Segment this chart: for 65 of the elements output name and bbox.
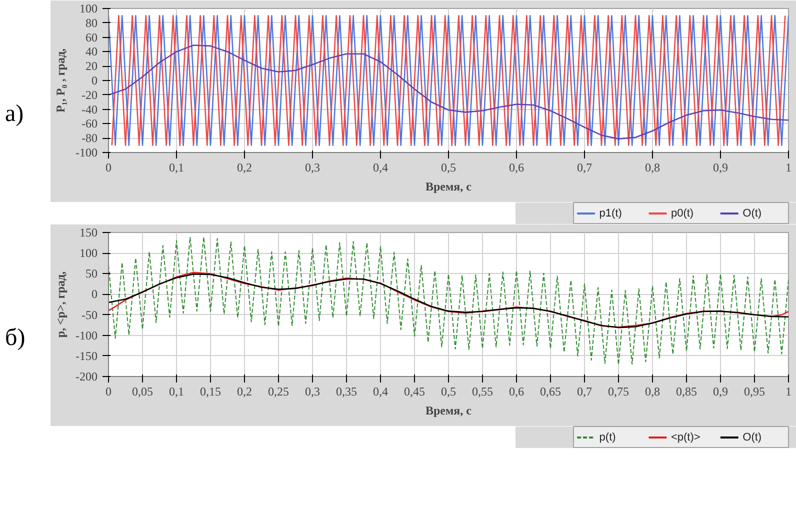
x-tick-label: 0,9 — [713, 160, 728, 174]
x-tick-label: 0,55 — [472, 384, 493, 398]
y-tick-label: -100 — [76, 146, 98, 160]
y-tick-label: 20 — [86, 59, 98, 74]
y-tick-label: 150 — [80, 226, 98, 240]
x-tick-label: 0,2 — [237, 384, 252, 398]
y-tick-label: -60 — [82, 116, 98, 131]
legend-label: p1(t) — [599, 208, 622, 220]
y-tick-label: -200 — [76, 370, 98, 384]
x-tick-label: 0,15 — [200, 384, 221, 398]
x-axis-title: Время, с — [426, 180, 472, 194]
x-axis-title: Время, с — [426, 404, 472, 418]
y-axis-title: P₁, P₀ , град, — [54, 48, 68, 113]
x-tick-label: 0,3 — [305, 384, 320, 398]
x-tick-label: 0,9 — [713, 384, 728, 398]
x-tick-label: 0,4 — [373, 160, 388, 174]
x-tick-label: 1 — [786, 384, 792, 398]
y-tick-label: 40 — [86, 44, 98, 59]
x-tick-label: 0,3 — [305, 160, 320, 174]
y-tick-label: -50 — [82, 308, 98, 322]
x-tick-label: 0,95 — [744, 384, 765, 398]
x-tick-label: 0,65 — [540, 384, 561, 398]
x-tick-label: 0,35 — [336, 384, 357, 398]
legend-label: <p(t)> — [670, 432, 700, 444]
legend-label: O(t) — [742, 432, 762, 444]
y-tick-label: 0 — [92, 287, 98, 302]
x-tick-label: 0,25 — [268, 384, 289, 398]
x-tick-label: 0,8 — [645, 160, 660, 174]
line-series — [108, 44, 788, 140]
y-tick-label: -150 — [76, 348, 98, 363]
x-tick-label: 0,75 — [608, 384, 629, 398]
x-tick-label: 0,4 — [373, 384, 388, 398]
x-tick-label: 0,05 — [132, 384, 153, 398]
y-tick-label: 100 — [80, 246, 98, 260]
x-tick-label: 1 — [786, 160, 792, 174]
x-tick-label: 0,6 — [509, 384, 524, 398]
x-tick-label: 0,5 — [441, 384, 456, 398]
x-tick-label: 0,85 — [676, 384, 697, 398]
x-tick-label: 0,7 — [577, 384, 592, 398]
x-tick-label: 0 — [106, 384, 112, 398]
y-tick-label: -80 — [82, 131, 98, 146]
y-tick-label: 60 — [86, 30, 98, 44]
x-tick-label: 0,7 — [577, 160, 592, 174]
line-series — [108, 236, 788, 366]
y-tick-label: 0 — [92, 74, 98, 88]
y-tick-label: 100 — [80, 2, 98, 16]
legend-label: O(t) — [742, 208, 762, 220]
text: а) — [5, 100, 24, 129]
x-tick-label: 0,45 — [404, 384, 425, 398]
y-tick-label: 50 — [86, 266, 98, 281]
x-tick-label: 0,8 — [645, 384, 660, 398]
y-axis-title: p, <p>, град, — [54, 271, 68, 338]
x-tick-label: 0 — [106, 160, 112, 174]
text: б) — [5, 324, 26, 353]
y-tick-label: -40 — [82, 102, 98, 116]
x-tick-label: 0,1 — [169, 384, 184, 398]
x-tick-label: 0,2 — [237, 160, 252, 174]
y-tick-label: -100 — [76, 328, 98, 342]
x-tick-label: 0,6 — [509, 160, 524, 174]
legend-label: p(t) — [599, 432, 616, 444]
y-tick-label: 80 — [86, 16, 98, 30]
x-tick-label: 0,1 — [169, 160, 184, 174]
x-tick-label: 0,5 — [441, 160, 456, 174]
legend-label: p0(t) — [670, 208, 694, 220]
y-tick-label: -20 — [82, 88, 98, 102]
